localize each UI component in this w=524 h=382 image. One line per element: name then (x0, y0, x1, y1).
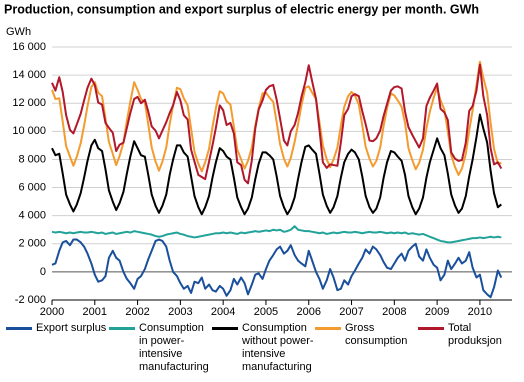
legend-item: Export surplus (6, 322, 109, 374)
x-tick-label: 2002 (125, 306, 149, 318)
y-tick-label: 2 000 (18, 238, 46, 250)
x-tick-label: 2003 (168, 306, 192, 318)
y-tick-label: 14 000 (12, 69, 46, 81)
x-tick-label: 2006 (297, 306, 321, 318)
y-tick-label: 4 000 (18, 210, 46, 222)
series-line (51, 63, 503, 185)
chart-title: Production, consumption and export surpl… (4, 2, 479, 16)
legend-label: Export surplus (36, 322, 107, 334)
y-tick-label: 12 000 (12, 97, 46, 109)
legend-label: Consumption in power-intensive manufactu… (139, 322, 209, 373)
legend-swatch (315, 327, 341, 330)
x-tick-label: 2009 (425, 306, 449, 318)
series-line (51, 238, 503, 299)
legend-swatch (6, 327, 32, 330)
x-tick-label: 2001 (83, 306, 107, 318)
chart: Production, consumption and export surpl… (4, 2, 512, 318)
y-axis-label: GWh (6, 26, 31, 38)
legend-label: Gross consumption (345, 322, 408, 347)
y-tick-label: 6 000 (18, 181, 46, 193)
legend-item: Consumption without power-intensive manu… (212, 322, 315, 374)
series-line (51, 60, 502, 176)
y-tick-label: 8 000 (18, 153, 46, 165)
series-line (51, 113, 502, 216)
y-tick-label: -2 000 (15, 294, 46, 306)
legend-swatch (212, 327, 238, 330)
legend-item: Gross consumption (315, 322, 418, 374)
x-tick-label: 2000 (40, 306, 64, 318)
x-tick-label: 2010 (468, 306, 492, 318)
legend-item: Consumption in power-intensive manufactu… (109, 322, 212, 374)
legend-swatch (109, 327, 135, 330)
legend-label: Consumption without power-intensive manu… (242, 322, 314, 373)
series-line (51, 225, 502, 244)
y-tick-label: 10 000 (12, 125, 46, 137)
x-tick-label: 2007 (339, 306, 363, 318)
x-tick-label: 2005 (254, 306, 278, 318)
legend: Export surplus Consumption in power-inten… (6, 322, 522, 374)
y-tick-label: 0 (40, 266, 46, 278)
legend-swatch (418, 327, 444, 330)
legend-label: Total produksjon (448, 322, 502, 347)
legend-item: Total produksjon (418, 322, 521, 374)
y-tick-label: 16 000 (12, 41, 46, 53)
x-tick-label: 2008 (382, 306, 406, 318)
x-tick-label: 2004 (211, 306, 235, 318)
